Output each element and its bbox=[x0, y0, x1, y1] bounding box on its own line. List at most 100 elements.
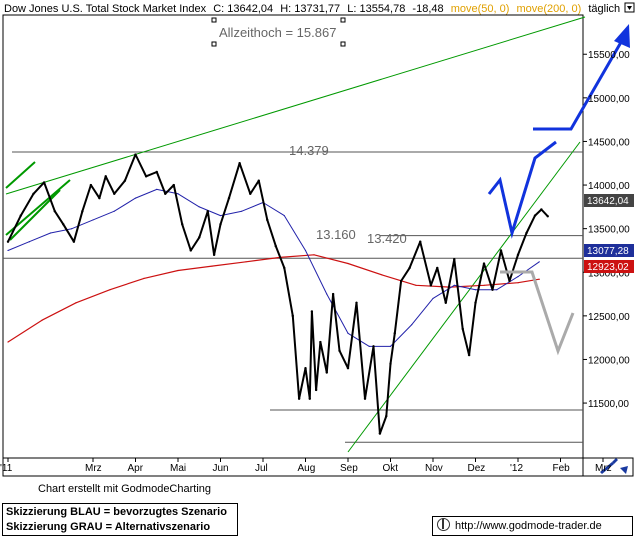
price-series-point bbox=[297, 397, 301, 400]
price-series-point bbox=[266, 218, 269, 222]
price-series-point bbox=[346, 366, 350, 370]
x-tick-label: Dez bbox=[468, 463, 486, 474]
low-value: L: 13554,78 bbox=[347, 3, 405, 15]
high-value: H: 13731,77 bbox=[280, 3, 340, 15]
x-tick-label: Jun bbox=[213, 463, 229, 474]
ma50-series-point bbox=[7, 249, 9, 252]
price-series-point bbox=[212, 253, 216, 257]
change-value: -18,48 bbox=[412, 3, 443, 15]
price-series-point bbox=[467, 353, 471, 357]
price-series-point bbox=[104, 175, 107, 178]
y-tick-label: 12500,00 bbox=[588, 312, 630, 323]
ma50-series-point bbox=[347, 332, 349, 334]
ma200-series-point bbox=[245, 261, 247, 263]
ma200-series-point bbox=[109, 289, 111, 291]
ma50-series-point bbox=[49, 232, 52, 234]
price-series-point bbox=[533, 214, 537, 217]
legend-blue-text: Skizzierung BLAU = bevorzugtes Szenario bbox=[6, 506, 227, 518]
price-series-point bbox=[499, 249, 503, 252]
svg-text:12923,02: 12923,02 bbox=[587, 262, 629, 273]
price-series-point bbox=[378, 432, 382, 435]
x-tick-label: Sep bbox=[340, 463, 358, 474]
price-series-point bbox=[453, 257, 456, 261]
price-series-point bbox=[482, 262, 486, 265]
ma50-series-point bbox=[28, 241, 30, 243]
price-series-point bbox=[540, 208, 543, 211]
ma50-series-point bbox=[411, 323, 413, 326]
ma200-series-point bbox=[538, 278, 540, 280]
scenario-legend: Skizzierung BLAU = bevorzugtes Szenario … bbox=[2, 503, 238, 536]
scenario-blue-arrowhead bbox=[614, 24, 630, 48]
header-line: Dow Jones U.S. Total Stock Market Index … bbox=[4, 3, 620, 15]
price-series-point bbox=[508, 279, 511, 283]
ma200-badge: 12923,02 bbox=[584, 260, 634, 273]
x-tick-label: Okt bbox=[383, 463, 399, 474]
trend-line bbox=[5, 161, 36, 189]
x-axis-ticks: '11 Mrz Apr Mai Jun Jul Aug Sep Okt Nov Dez '12 Feb M… bbox=[0, 458, 612, 474]
price-series-point bbox=[314, 388, 318, 392]
y-axis-ticks: 11500,00 12000,00 12500,00 13000,00 13500,00… bbox=[583, 50, 630, 410]
ma50-series-point bbox=[92, 219, 94, 221]
price-series-point bbox=[291, 314, 294, 318]
price-series-point bbox=[206, 210, 209, 213]
svg-text:13642,04: 13642,04 bbox=[587, 196, 629, 207]
price-series-point bbox=[198, 236, 201, 239]
price-series-point bbox=[308, 397, 311, 400]
ma50-series-point bbox=[517, 276, 519, 278]
y-tick-label: 14500,00 bbox=[588, 137, 630, 148]
ma50-series-line bbox=[7, 188, 540, 347]
source-link[interactable]: http://www.godmode-trader.de bbox=[432, 516, 633, 536]
level-13160-label: 13.160 bbox=[316, 227, 356, 242]
ma50-series-point bbox=[389, 345, 392, 347]
ma50-series-point bbox=[496, 289, 498, 291]
ma200-series-point bbox=[177, 269, 179, 272]
level-13420-label: 13.420 bbox=[367, 231, 407, 246]
chart-credit: Chart erstellt mit GodmodeCharting bbox=[38, 483, 212, 495]
ma200-label: move(200, 0) bbox=[516, 3, 581, 15]
price-series-point bbox=[474, 301, 477, 304]
x-tick-label: Mai bbox=[170, 463, 186, 474]
price-series-point bbox=[72, 240, 76, 243]
x-tick-label: Mrz bbox=[85, 463, 102, 474]
x-tick-label: Jul bbox=[255, 463, 268, 474]
price-series-point bbox=[325, 371, 328, 374]
price-series-point bbox=[81, 210, 84, 213]
x-tick-label: '11 bbox=[0, 463, 13, 474]
ma50-series-point bbox=[368, 345, 370, 347]
ma200-series-point bbox=[347, 262, 349, 265]
ma200-series-point bbox=[381, 274, 383, 276]
ma50-series-point bbox=[453, 284, 455, 286]
y-tick-label: 11500,00 bbox=[588, 399, 629, 410]
price-series-point bbox=[89, 183, 93, 187]
series-layer bbox=[6, 153, 549, 435]
ma50-label: move(50, 0) bbox=[451, 3, 510, 15]
price-series-point bbox=[123, 179, 127, 182]
price-series-point bbox=[372, 345, 375, 348]
x-tick-label: Feb bbox=[553, 463, 571, 474]
ma50-series-point bbox=[538, 261, 540, 263]
price-series-point bbox=[461, 327, 464, 331]
x-tick-label: Mrz bbox=[595, 463, 612, 474]
price-series-point bbox=[429, 284, 433, 287]
source-url[interactable]: http://www.godmode-trader.de bbox=[455, 520, 602, 532]
price-series-point bbox=[113, 192, 116, 195]
price-series-point bbox=[42, 181, 46, 184]
ma200-series-point bbox=[517, 282, 519, 284]
ma200-series-point bbox=[7, 341, 9, 343]
header-scroll-icon[interactable] bbox=[624, 2, 635, 13]
horizontal-levels bbox=[3, 151, 583, 443]
plot-area bbox=[2, 14, 584, 459]
price-series-point bbox=[516, 253, 520, 257]
scenario-blue-path-2 bbox=[533, 36, 626, 131]
price-series-point bbox=[399, 279, 403, 283]
ath-label-handles[interactable] bbox=[211, 17, 346, 47]
ma50-series-point bbox=[134, 197, 137, 199]
ma200-series-point bbox=[41, 319, 43, 321]
price-series-point bbox=[53, 210, 56, 213]
scenario-grey-path bbox=[500, 270, 575, 356]
price-series-point bbox=[144, 175, 148, 178]
draw-tool-icon[interactable] bbox=[600, 458, 628, 474]
ma50-series-point bbox=[198, 206, 200, 208]
price-series-point bbox=[436, 266, 439, 270]
